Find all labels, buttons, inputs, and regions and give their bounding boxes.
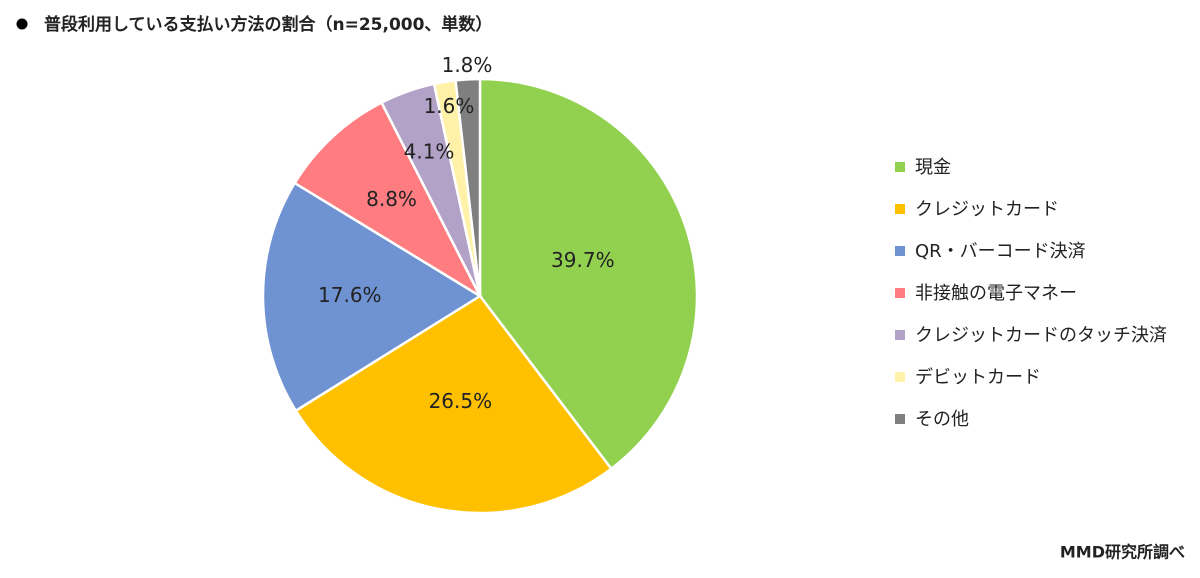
pie-slice [293,100,484,300]
legend-label: デビットカード [915,367,1041,388]
data-label: 8.8% [366,187,417,211]
data-label: 1.6% [424,94,475,118]
pie-slice [261,181,483,413]
pie-slice [478,77,699,471]
data-label: 26.5% [429,389,493,413]
data-label: 1.8% [442,53,493,77]
legend-label: その他 [915,409,969,430]
source: MMD研究所調べ [1060,543,1185,562]
legend-swatch [895,246,905,256]
title-bullet [16,18,28,30]
chart-title: 普段利用している支払い方法の割合（n=25,000、単数） [44,14,492,35]
legend-swatch [895,162,905,172]
pie-slice [294,294,614,515]
legend-label: クレジットカードのタッチ決済 [915,325,1167,346]
pie-slice [454,77,482,297]
legend-label: クレジットカード [915,199,1059,220]
legend-swatch [895,288,905,298]
data-label: 4.1% [404,139,455,163]
data-label: 39.7% [551,248,615,272]
legend-swatch [895,414,905,424]
legend-swatch [895,204,905,214]
legend-swatch [895,372,905,382]
legend-label: 非接触の電子マネー [915,283,1077,304]
legend-label: 現金 [915,157,951,178]
legend-swatch [895,330,905,340]
data-label: 17.6% [318,283,382,307]
legend-label: QR・バーコード決済 [915,241,1086,262]
